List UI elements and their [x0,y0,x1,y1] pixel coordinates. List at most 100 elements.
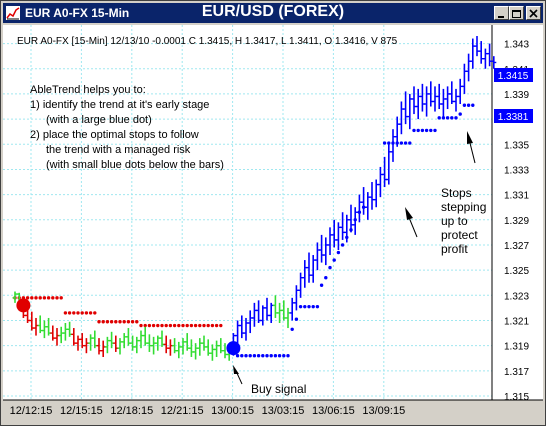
stop-dot [151,323,156,328]
stop-dot [164,323,168,328]
stops-line: protect [441,228,478,242]
stop-dot [84,311,89,315]
y-tick-label: 1.321 [504,316,529,327]
chart-title: EUR/USD (FOREX) [201,3,345,20]
stop-dot [416,128,420,133]
stop-price-value: 1.3381 [498,112,529,123]
stop-dot [399,141,404,145]
stop-dot [412,128,416,133]
stops-arrow-icon-2 [467,131,473,144]
price-chart[interactable]: 1.3431.3411.3391.3371.3351.3331.3311.329… [3,25,543,423]
stop-dot [198,323,202,328]
close-button[interactable] [526,6,541,20]
y-tick-label: 1.317 [504,367,529,378]
stop-dot [290,327,294,331]
stop-dot [294,317,299,321]
stop-dot [298,304,303,309]
stop-dot [424,128,429,133]
x-tick-label: 13/06:15 [312,405,355,417]
stop-dot [122,320,126,324]
stop-dot [252,354,257,358]
stop-dot [147,323,152,328]
x-tick-label: 13/09:15 [362,405,405,417]
stop-dot [97,320,101,324]
stop-dot [235,354,240,358]
y-tick-label: 1.333 [504,165,529,176]
stop-dot [332,258,336,262]
stop-dot [30,296,34,300]
stop-dot [311,304,315,309]
stops-line: Stops [441,186,472,200]
y-tick-label: 1.325 [504,266,529,277]
stop-dot [315,304,320,309]
x-tick-label: 13/00:15 [211,405,254,417]
stops-arrow-icon-1 [405,207,413,220]
y-tick-label: 1.343 [504,40,529,51]
stop-dot [277,354,282,358]
y-tick-labels: 1.3431.3411.3391.3371.3351.3331.3311.329… [504,40,529,403]
grid [3,25,492,400]
stop-dot [172,323,177,328]
stop-dot [286,354,290,358]
plot-area [3,25,492,400]
stop-dot [34,296,38,300]
chart-app-icon [6,6,20,20]
stops-line: stepping [441,200,486,214]
stop-dot [177,323,181,328]
stops-line: profit [441,242,468,256]
stop-dot [273,354,278,358]
stop-dot [328,265,332,270]
stop-dot [206,323,210,328]
stop-dot [458,112,462,116]
stop-dot [67,311,72,315]
stop-dot [185,323,189,328]
stop-dot [450,116,454,120]
stop-dot [63,311,68,315]
stop-dot [420,128,425,133]
stop-dot [248,354,252,358]
stop-dot [261,354,265,358]
stop-dot [433,128,437,133]
stop-dot [76,311,80,315]
stop-dot [160,323,164,328]
stop-dot [210,323,215,328]
info-line: EUR A0-FX [15-Min] 12/13/10 -0.0001 C 1.… [17,36,398,47]
stop-dot [471,103,475,107]
stop-dot [454,116,458,120]
y-tick-label: 1.329 [504,216,529,227]
stop-dot [46,296,51,300]
stops-annotation: Stops stepping up to protect profit [441,186,486,256]
y-tick-label: 1.315 [504,392,529,403]
stop-dot [256,354,261,358]
description-line: 2) place the optimal stops to follow [30,129,199,141]
x-tick-label: 12/21:15 [161,405,204,417]
minimize-button[interactable] [494,6,509,20]
stop-dot [408,141,412,145]
stop-dot [382,141,387,145]
y-tick-label: 1.335 [504,140,529,151]
description-line: AbleTrend helps you to: [30,84,146,96]
y-tick-label: 1.319 [504,342,529,353]
y-tick-label: 1.327 [504,241,529,252]
stop-dot [105,320,110,324]
stop-dot [307,304,311,309]
stop-dot [55,296,59,300]
stop-dot [118,320,122,324]
stop-dot [72,311,76,315]
stop-dot [340,243,345,247]
y-tick-label: 1.339 [504,90,529,101]
trend-signal-dots [16,298,241,356]
stop-dot [101,320,105,324]
maximize-button[interactable] [509,6,524,20]
stop-dot [193,323,198,328]
stop-dot [143,323,147,328]
stop-dot [189,323,194,328]
stop-dot [114,320,118,324]
stop-dot [202,323,206,328]
stop-dot [168,323,173,328]
stop-price-badge: 1.3381 [494,109,533,123]
stop-dot [437,116,441,120]
title-bar[interactable]: EUR A0-FX 15-Min EUR/USD (FOREX) [3,3,543,23]
last-price-badge: 1.3415 [494,68,533,82]
